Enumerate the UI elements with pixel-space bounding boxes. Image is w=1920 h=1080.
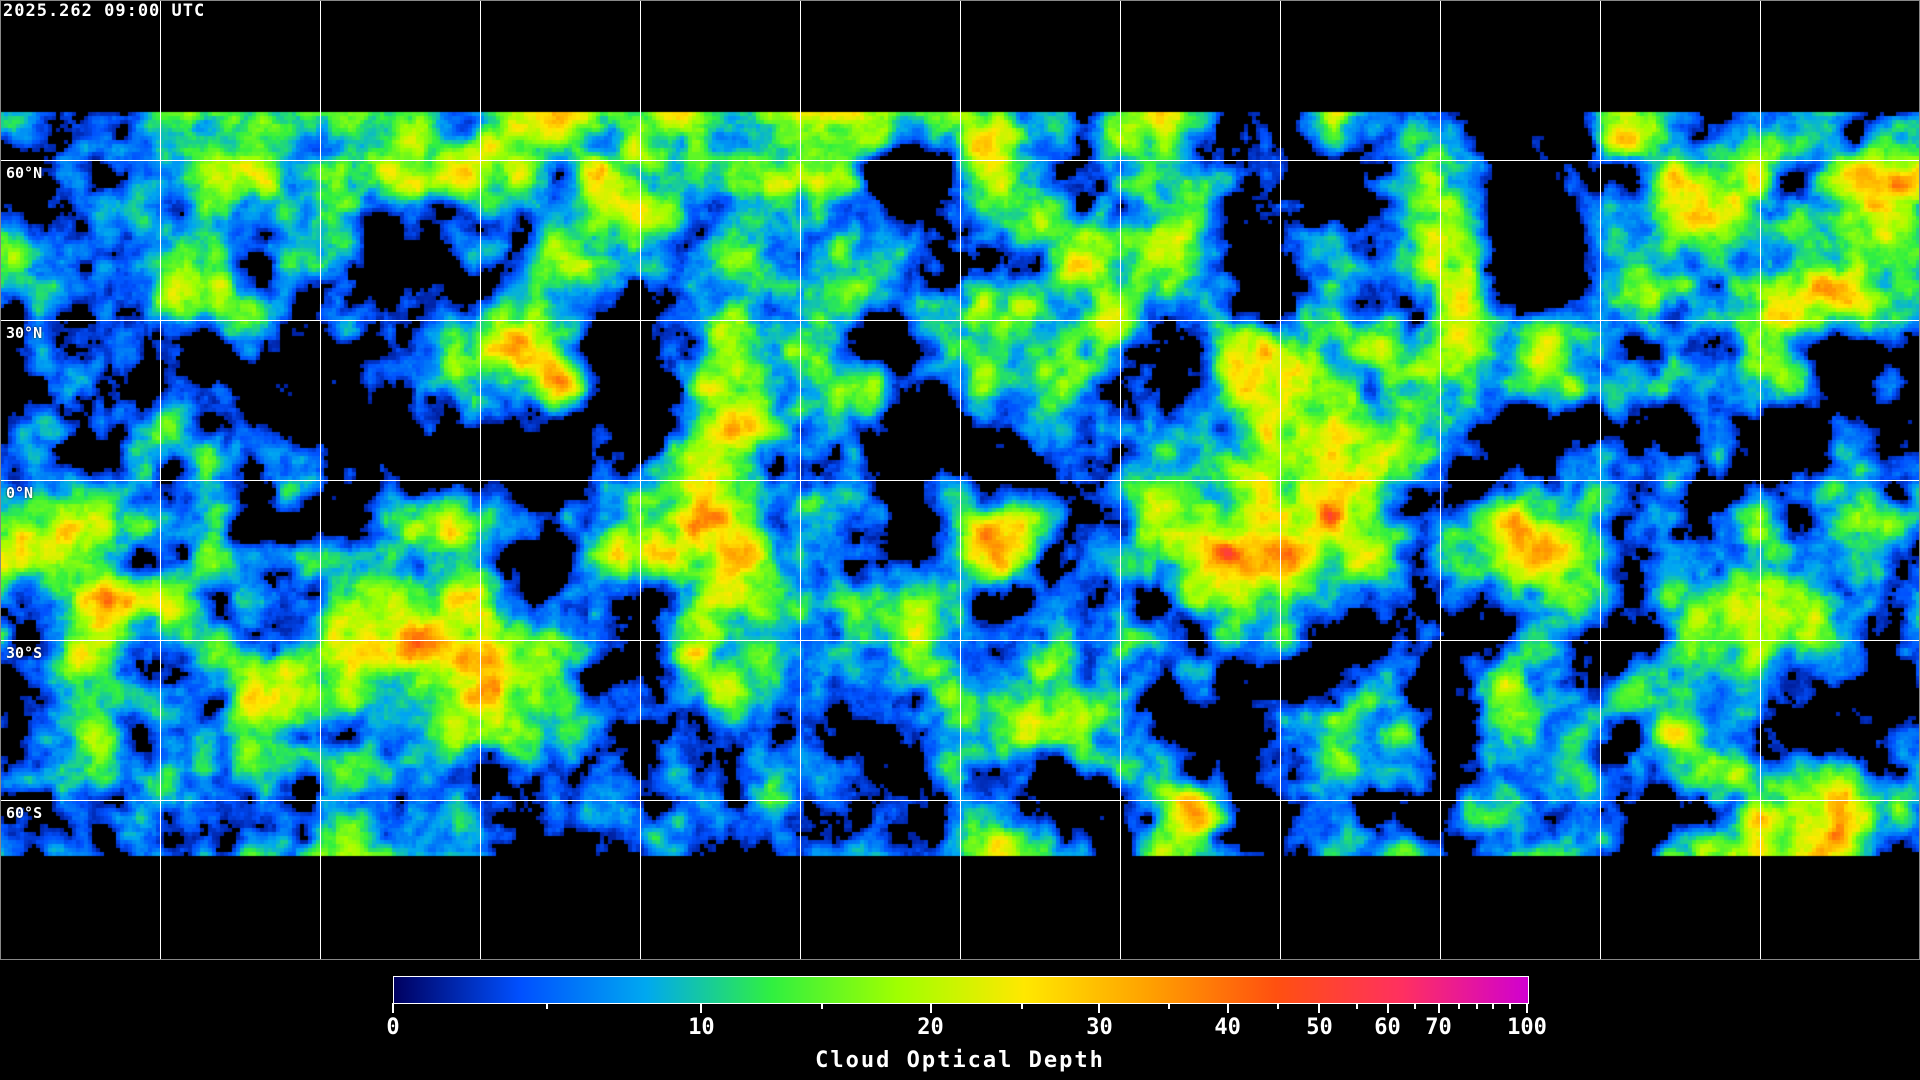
colorbar-minor-tick: [1476, 1003, 1479, 1009]
colorbar-major-tick: [392, 1003, 394, 1013]
colorbar-major-tick: [1226, 1003, 1229, 1013]
colorbar-tick-label: 70: [1425, 1015, 1452, 1040]
colorbar-tick-label: 50: [1306, 1015, 1333, 1040]
parallel-line: [0, 160, 1920, 161]
colorbar-minor-tick: [1457, 1003, 1460, 1009]
parallel-line: [0, 320, 1920, 321]
colorbar-tick-label: 20: [917, 1015, 944, 1040]
colorbar: [393, 976, 1529, 1004]
lat-label-60n: 60°N: [6, 164, 43, 182]
colorbar-minor-tick: [1491, 1003, 1494, 1009]
colorbar-major-tick: [1437, 1003, 1440, 1013]
colorbar-major-tick: [929, 1003, 932, 1013]
parallel-line: [0, 800, 1920, 801]
colorbar-major-tick: [700, 1003, 703, 1013]
colorbar-minor-tick: [820, 1003, 823, 1009]
colorbar-tick-label: 0: [386, 1015, 400, 1040]
colorbar-minor-tick: [1413, 1003, 1416, 1009]
timestamp: 2025.262 09:00 UTC: [3, 1, 206, 21]
colorbar-minor-tick: [546, 1003, 549, 1009]
colorbar-minor-tick: [1355, 1003, 1358, 1009]
colorbar-tick-label: 40: [1214, 1015, 1241, 1040]
colorbar-minor-tick: [1276, 1003, 1279, 1009]
lat-label-30s: 30°S: [6, 644, 43, 662]
colorbar-minor-tick: [1167, 1003, 1170, 1009]
colorbar-minor-tick: [1021, 1003, 1024, 1009]
lat-label-0: 0°N: [6, 484, 34, 502]
colorbar-title: Cloud Optical Depth: [815, 1048, 1105, 1073]
colorbar-major-tick: [1526, 1003, 1528, 1013]
colorbar-tick-label: 10: [688, 1015, 715, 1040]
cloud-optical-depth-map: 60°N 30°N 0°N 30°S 60°S 2025.262 09:00 U…: [0, 0, 1920, 960]
lat-label-30n: 30°N: [6, 324, 43, 342]
colorbar-major-tick: [1386, 1003, 1389, 1013]
colorbar-major-tick: [1318, 1003, 1321, 1013]
colorbar-tick-label: 60: [1374, 1015, 1401, 1040]
colorbar-tick-label: 100: [1507, 1015, 1547, 1040]
parallel-line: [0, 640, 1920, 641]
colorbar-minor-tick: [1508, 1003, 1511, 1009]
lat-label-60s: 60°S: [6, 804, 43, 822]
parallel-line: [0, 480, 1920, 481]
colorbar-major-tick: [1098, 1003, 1101, 1013]
colorbar-tick-label: 30: [1086, 1015, 1113, 1040]
